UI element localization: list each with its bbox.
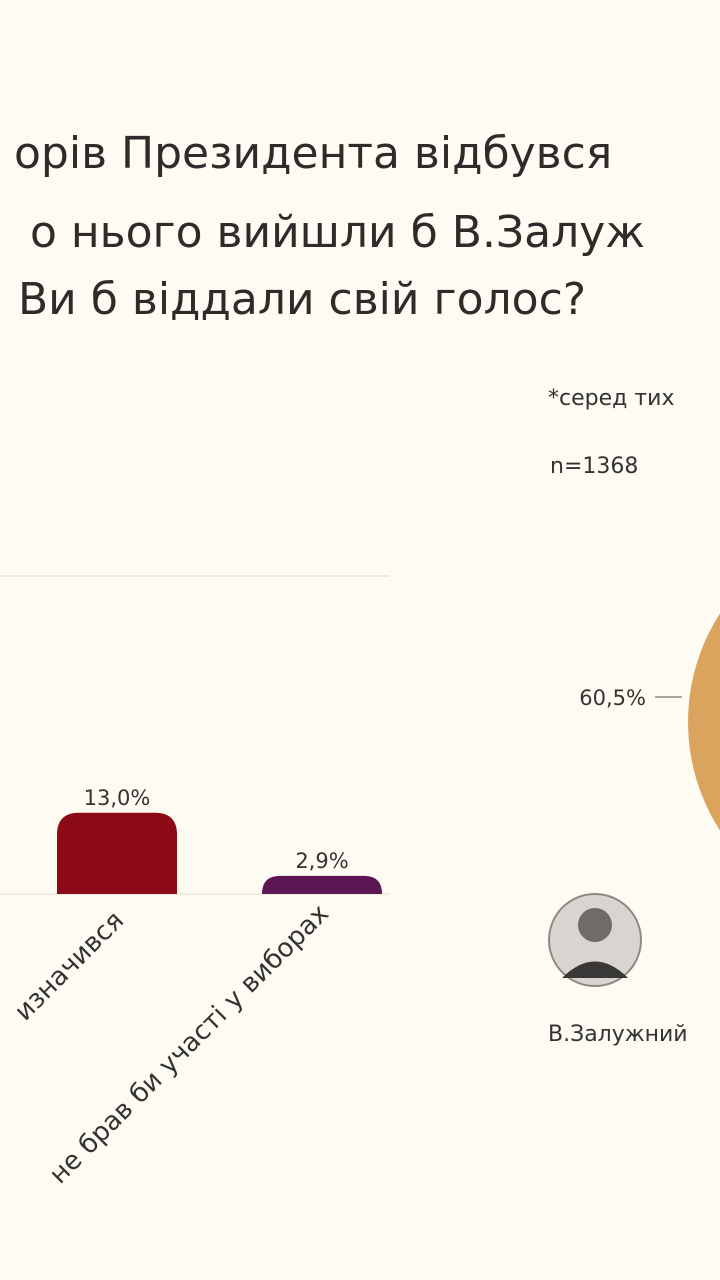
avatar-head <box>578 908 612 942</box>
bar <box>262 875 382 894</box>
value-label: 2,9% <box>295 849 348 873</box>
note: *серед тих <box>548 386 674 411</box>
category-label: изначився <box>9 906 130 1027</box>
value-label: 13,0% <box>84 786 151 810</box>
value-label: 60,5% <box>579 686 646 710</box>
title-line: орів Президента відбувся <box>14 128 612 179</box>
avatar-body <box>562 961 628 978</box>
title-line: Ви б віддали свій голос? <box>18 274 586 325</box>
pie-slice <box>688 613 720 831</box>
title-line: о нього вийшли б В.Залуж <box>30 207 645 258</box>
sample-size: n=1368 <box>550 454 638 479</box>
category-label: В.Залужний <box>548 1022 688 1047</box>
bar <box>57 812 177 894</box>
